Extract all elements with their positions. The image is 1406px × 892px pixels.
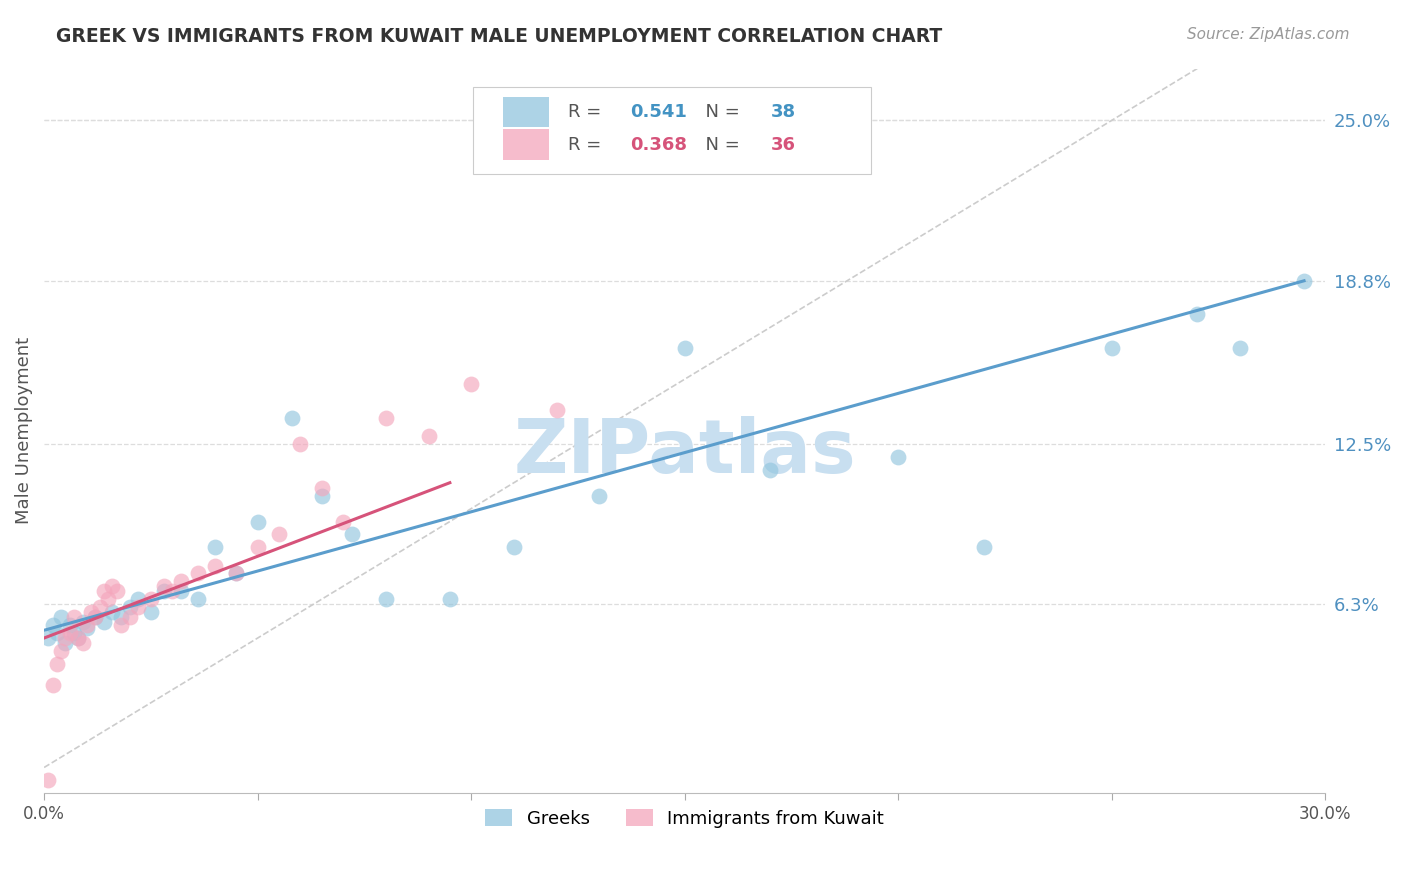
Point — [80, 605, 103, 619]
Point — [41, 618, 63, 632]
Bar — [503, 129, 548, 160]
Point — [139, 605, 162, 619]
Point — [45, 625, 67, 640]
Text: 36: 36 — [770, 136, 796, 153]
Point — [460, 377, 482, 392]
Point — [759, 463, 782, 477]
Point — [93, 615, 115, 630]
FancyBboxPatch shape — [474, 87, 870, 174]
Text: Source: ZipAtlas.com: Source: ZipAtlas.com — [1187, 27, 1350, 42]
Point — [118, 610, 141, 624]
Point — [290, 437, 312, 451]
Point — [170, 574, 193, 588]
Point — [311, 481, 333, 495]
Point — [225, 566, 247, 581]
Point — [267, 527, 290, 541]
Text: N =: N = — [693, 136, 745, 153]
Point — [152, 579, 174, 593]
Point — [311, 489, 333, 503]
Point — [110, 618, 132, 632]
Point — [281, 411, 304, 425]
Point — [45, 657, 67, 671]
Text: ZIPatlas: ZIPatlas — [513, 417, 856, 489]
Text: 38: 38 — [770, 103, 796, 121]
Text: N =: N = — [693, 103, 745, 121]
Point — [101, 605, 124, 619]
Point — [97, 592, 120, 607]
Point — [204, 558, 226, 573]
Point — [51, 644, 73, 658]
Point — [340, 527, 363, 541]
Point — [67, 631, 90, 645]
Point — [374, 592, 396, 607]
Point — [76, 618, 98, 632]
Point — [332, 515, 354, 529]
Point — [187, 566, 209, 581]
Point — [93, 584, 115, 599]
Point — [67, 631, 90, 645]
Point — [887, 450, 910, 464]
Point — [55, 636, 77, 650]
Point — [72, 615, 94, 630]
Point — [84, 610, 107, 624]
Point — [89, 599, 111, 614]
Point — [127, 599, 149, 614]
Point — [418, 429, 440, 443]
Point — [152, 584, 174, 599]
Point — [63, 625, 86, 640]
Point — [374, 411, 396, 425]
Point — [546, 403, 568, 417]
Bar — [503, 97, 548, 128]
Legend: Greeks, Immigrants from Kuwait: Greeks, Immigrants from Kuwait — [478, 802, 891, 835]
Point — [588, 489, 610, 503]
Point — [37, 773, 59, 788]
Point — [41, 678, 63, 692]
Point — [204, 541, 226, 555]
Point — [37, 631, 59, 645]
Point — [162, 584, 184, 599]
Point — [187, 592, 209, 607]
Point — [246, 541, 269, 555]
Point — [246, 515, 269, 529]
Point — [55, 631, 77, 645]
Point — [101, 579, 124, 593]
Point — [110, 610, 132, 624]
Point — [63, 610, 86, 624]
Point — [1101, 341, 1123, 355]
Point — [84, 610, 107, 624]
Point — [118, 599, 141, 614]
Point — [1229, 341, 1251, 355]
Text: R =: R = — [568, 103, 607, 121]
Text: 0.368: 0.368 — [630, 136, 686, 153]
Point — [973, 541, 995, 555]
Point — [439, 592, 461, 607]
Point — [1292, 274, 1315, 288]
Point — [139, 592, 162, 607]
Text: GREEK VS IMMIGRANTS FROM KUWAIT MALE UNEMPLOYMENT CORRELATION CHART: GREEK VS IMMIGRANTS FROM KUWAIT MALE UNE… — [56, 27, 942, 45]
Point — [51, 610, 73, 624]
Point — [673, 341, 696, 355]
Text: R =: R = — [568, 136, 607, 153]
Point — [225, 566, 247, 581]
Point — [105, 584, 128, 599]
Point — [1187, 308, 1209, 322]
Point — [503, 541, 526, 555]
Point — [72, 636, 94, 650]
Y-axis label: Male Unemployment: Male Unemployment — [15, 337, 32, 524]
Point — [170, 584, 193, 599]
Point — [59, 618, 82, 632]
Point — [127, 592, 149, 607]
Text: 0.541: 0.541 — [630, 103, 686, 121]
Point — [76, 621, 98, 635]
Point — [59, 625, 82, 640]
